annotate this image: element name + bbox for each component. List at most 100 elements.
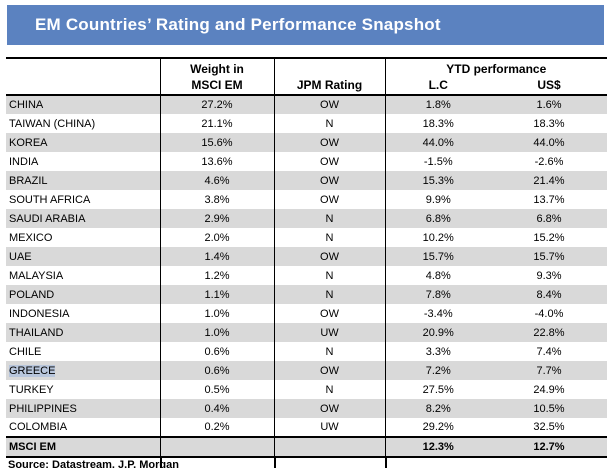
country-label: INDONESIA xyxy=(9,307,70,320)
lc-column-header: L.C xyxy=(385,76,491,96)
usd-cell: 24.9% xyxy=(533,383,565,396)
country-label: TAIWAN (CHINA) xyxy=(9,117,96,130)
page-title: EM Countries’ Rating and Performance Sna… xyxy=(35,15,441,34)
summary-weight-cell xyxy=(160,436,275,458)
country-cell: MALAYSIA xyxy=(6,266,161,285)
table-row: SAUDI ARABIA 2.9% N 6.8% 6.8% xyxy=(6,209,607,228)
header-row-1: Weight in YTD performance xyxy=(6,57,607,76)
country-label: KOREA xyxy=(9,136,48,149)
country-cell: PHILIPPINES xyxy=(6,399,161,418)
lc-cell: 27.5% xyxy=(422,383,454,396)
table-row: CHINA 27.2% OW 1.8% 1.6% xyxy=(6,95,607,114)
country-label: CHILE xyxy=(9,345,42,358)
table-row: KOREA 15.6% OW 44.0% 44.0% xyxy=(6,133,607,152)
rating-cell: OW xyxy=(274,171,386,190)
rating-cell: UW xyxy=(274,323,386,342)
snapshot-table-container: Weight in YTD performance MSCI EM JPM Ra… xyxy=(6,57,607,458)
table-row: INDONESIA 1.0% OW -3.4% -4.0% xyxy=(6,304,607,323)
country-label: TURKEY xyxy=(9,383,54,396)
lc-cell: -1.5% xyxy=(423,155,453,168)
country-cell: SAUDI ARABIA xyxy=(6,209,161,228)
lc-cell: 15.7% xyxy=(385,247,491,266)
usd-cell: 22.8% xyxy=(491,323,607,342)
country-label: MALAYSIA xyxy=(9,269,64,282)
weight-cell: 1.2% xyxy=(160,266,275,285)
table-row: COLOMBIA 0.2% UW 29.2% 32.5% xyxy=(6,418,607,437)
weight-cell: 1.1% xyxy=(160,285,275,304)
country-column-header-2 xyxy=(6,76,161,96)
ytd-group-header: YTD performance xyxy=(385,57,607,76)
usd-cell: 44.0% xyxy=(491,133,607,152)
weight-cell: 0.4% xyxy=(160,399,275,418)
weight-cell: 21.1% xyxy=(160,114,275,133)
weight-cell: 0.6% xyxy=(160,342,275,361)
table-row: PHILIPPINES 0.4% OW 8.2% 10.5% xyxy=(6,399,607,418)
table-row: UAE 1.4% OW 15.7% 15.7% xyxy=(6,247,607,266)
column-border-stub xyxy=(274,457,276,468)
weight-cell: 2.0% xyxy=(160,228,275,247)
rating-cell: N xyxy=(274,285,386,304)
rating-cell: OW xyxy=(274,95,386,114)
usd-cell: 13.7% xyxy=(533,193,565,206)
country-cell: INDONESIA xyxy=(6,304,161,323)
usd-cell: 7.4% xyxy=(536,345,562,358)
table-body: CHINA 27.2% OW 1.8% 1.6% TAIWAN (CHINA) 21.1% N… xyxy=(6,95,607,437)
country-cell: MEXICO xyxy=(6,228,161,247)
lc-cell: 9.9% xyxy=(425,193,451,206)
lc-cell: -3.4% xyxy=(423,307,453,320)
usd-cell: -4.0% xyxy=(534,307,564,320)
usd-cell: 15.2% xyxy=(533,231,565,244)
weight-cell: 2.9% xyxy=(160,209,275,228)
rating-column-header: JPM Rating xyxy=(274,76,386,96)
summary-row: MSCI EM 12.3% 12.7% xyxy=(6,436,607,458)
header-row-2: MSCI EM JPM Rating L.C US$ xyxy=(6,76,607,96)
lc-cell: 15.3% xyxy=(385,171,491,190)
country-cell: CHILE xyxy=(6,342,161,361)
lc-cell: 10.2% xyxy=(422,231,454,244)
table-header: Weight in YTD performance MSCI EM JPM Ra… xyxy=(6,57,607,96)
country-cell: INDIA xyxy=(6,152,161,171)
country-label: MEXICO xyxy=(9,231,53,244)
weight-cell: 3.8% xyxy=(160,190,275,209)
weight-header-line2: MSCI EM xyxy=(160,76,275,96)
weight-cell: 1.0% xyxy=(160,323,275,342)
table-footer: MSCI EM 12.3% 12.7% xyxy=(6,436,607,458)
rating-cell: OW xyxy=(274,133,386,152)
country-label: UAE xyxy=(9,250,32,263)
table-row: TAIWAN (CHINA) 21.1% N 18.3% 18.3% xyxy=(6,114,607,133)
lc-cell: 3.3% xyxy=(425,345,451,358)
lc-cell: 4.8% xyxy=(425,269,451,282)
rating-header-spacer xyxy=(274,57,386,76)
weight-cell: 0.6% xyxy=(160,361,275,380)
weight-cell: 13.6% xyxy=(160,152,275,171)
country-label: SOUTH AFRICA xyxy=(9,193,91,206)
country-label: SAUDI ARABIA xyxy=(9,212,86,225)
country-cell: UAE xyxy=(6,247,161,266)
column-border-stub xyxy=(385,457,387,468)
lc-cell: 6.8% xyxy=(385,209,491,228)
country-cell: TURKEY xyxy=(6,380,161,399)
summary-lc-cell: 12.3% xyxy=(385,436,491,458)
lc-cell: 18.3% xyxy=(422,117,454,130)
usd-cell: 10.5% xyxy=(491,399,607,418)
lc-cell: 29.2% xyxy=(422,421,454,433)
country-cell: KOREA xyxy=(6,133,161,152)
summary-rating-cell xyxy=(274,436,386,458)
lc-cell: 7.2% xyxy=(385,361,491,380)
country-label: PHILIPPINES xyxy=(9,402,77,415)
usd-cell: 1.6% xyxy=(491,95,607,114)
table-row: POLAND 1.1% N 7.8% 8.4% xyxy=(6,285,607,304)
country-label: INDIA xyxy=(9,155,39,168)
lc-cell: 20.9% xyxy=(385,323,491,342)
rating-cell: OW xyxy=(274,399,386,418)
rating-cell: N xyxy=(274,114,386,133)
country-label: CHINA xyxy=(9,99,44,111)
usd-column-header: US$ xyxy=(491,76,607,96)
table-row: THAILAND 1.0% UW 20.9% 22.8% xyxy=(6,323,607,342)
country-cell: GREECE xyxy=(6,361,161,380)
weight-cell: 1.0% xyxy=(160,304,275,323)
weight-cell: 1.4% xyxy=(160,247,275,266)
country-label: THAILAND xyxy=(9,326,64,339)
country-column-header xyxy=(6,57,161,76)
country-cell: CHINA xyxy=(6,95,161,114)
